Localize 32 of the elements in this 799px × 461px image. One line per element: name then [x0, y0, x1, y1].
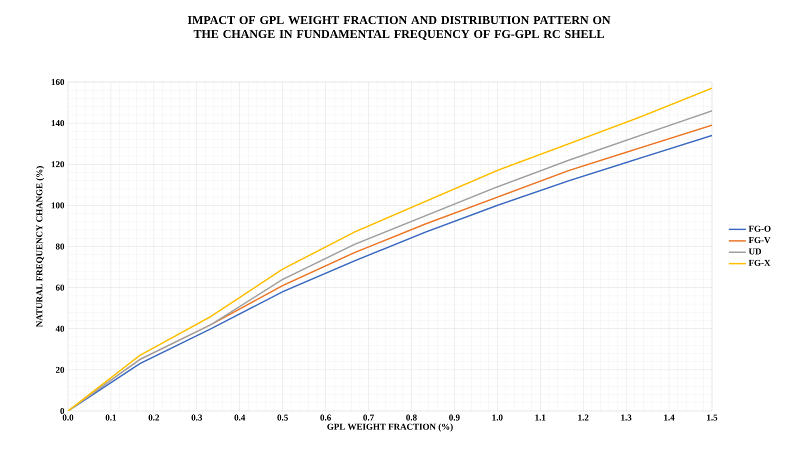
y-tick-label: 120 [52, 161, 64, 168]
chart-title: IMPACT OF GPL WEIGHT FRACTION AND DISTRIBUTION PATTERN ON THE CHANGE IN FUNDAMENTAL FREQUENCY OF FG-GPL RC SHELL [188, 16, 610, 40]
legend-label: UD [748, 248, 762, 254]
x-tick-label: 1.3 [621, 414, 632, 421]
y-tick-label: 80 [56, 243, 64, 250]
x-axis-title: GPL WEIGHT FRACTION (%) [327, 423, 453, 432]
x-tick-label: 0.0 [62, 414, 74, 421]
y-tick-label: 20 [56, 366, 64, 373]
x-tick-label: 1.5 [707, 414, 718, 421]
x-tick-label: 1.2 [578, 414, 588, 421]
y-tick-label: 60 [56, 284, 64, 291]
x-tick-label: 1.0 [492, 414, 503, 421]
legend-label: FG-O [748, 226, 771, 232]
x-tick-label: 0.6 [320, 414, 331, 421]
y-tick-label: 140 [52, 120, 64, 126]
x-tick-label: 0.7 [363, 414, 374, 421]
x-tick-label: 0.3 [192, 414, 202, 421]
x-tick-label: 0.4 [234, 414, 246, 421]
x-tick-label: 0.5 [277, 414, 288, 421]
x-tick-label: 1.1 [535, 414, 546, 421]
y-tick-label: 40 [56, 326, 64, 332]
legend-label: FG-X [748, 260, 770, 266]
x-tick-label: 0.2 [148, 414, 160, 421]
x-tick-label: 1.4 [664, 414, 675, 421]
legend-label: FG-V [748, 237, 770, 244]
y-tick-label: 0 [60, 408, 64, 414]
y-axis-title: NATURAL FREQUENCY CHANGE (%) [36, 166, 44, 328]
y-tick-label: 160 [52, 78, 64, 86]
x-tick-label: 0.9 [449, 414, 460, 421]
x-tick-label: 0.1 [106, 414, 116, 421]
y-tick-label: 100 [52, 202, 64, 208]
x-tick-label: 0.8 [406, 414, 417, 421]
